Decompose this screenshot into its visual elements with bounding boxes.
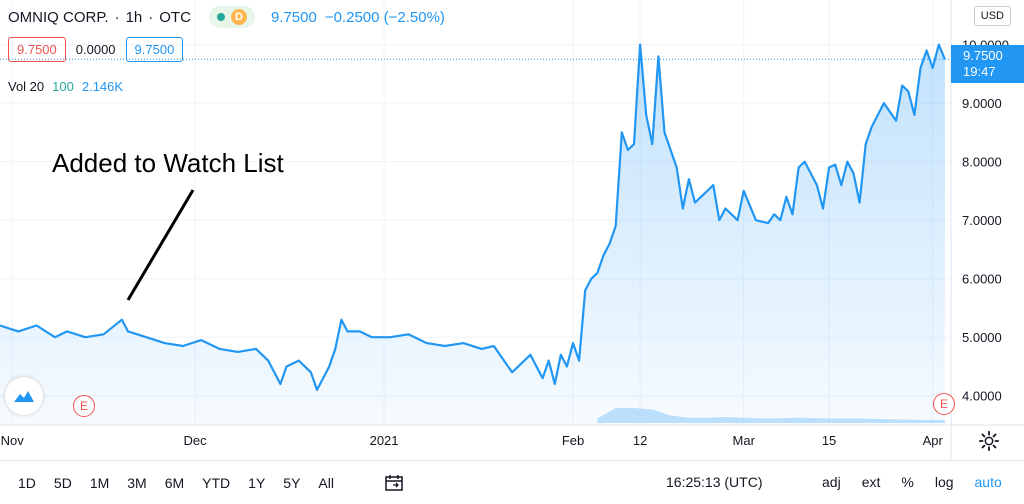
- volume-value-b: 2.146K: [82, 79, 123, 94]
- y-tick-label: 4.0000: [962, 389, 1002, 404]
- range-all-button[interactable]: All: [318, 475, 334, 491]
- x-tick-label: Mar: [733, 433, 756, 448]
- earnings-event-icon[interactable]: E: [73, 395, 95, 417]
- status-dot-icon: [217, 13, 225, 21]
- range-5y-button[interactable]: 5Y: [283, 475, 300, 491]
- x-tick-label: 15: [822, 433, 836, 448]
- bottom-toolbar: 1D 5D 1M 3M 6M YTD 1Y 5Y All 16:25:13 (U…: [0, 460, 1024, 504]
- buy-price-button[interactable]: 9.7500: [126, 37, 184, 62]
- volume-value-a: 100: [52, 79, 74, 94]
- cloud-glyph-icon: [12, 388, 36, 404]
- symbol-name[interactable]: OMNIQ CORP.: [8, 9, 109, 26]
- spread-value: 0.0000: [76, 42, 116, 57]
- x-tick-label: Nov: [1, 433, 25, 448]
- utc-clock[interactable]: 16:25:13 (UTC): [666, 474, 762, 490]
- delayed-badge: D: [231, 9, 247, 25]
- separator: ·: [115, 9, 120, 26]
- annotation-text[interactable]: Added to Watch List: [52, 148, 284, 179]
- date-range-icon[interactable]: [384, 474, 406, 492]
- range-5d-button[interactable]: 5D: [54, 475, 72, 491]
- y-tick-label: 9.0000: [962, 96, 1002, 111]
- price-tag-value: 9.7500: [963, 48, 1024, 64]
- chart-header: OMNIQ CORP. · 1h · OTC D 9.7500 −0.2500 …: [8, 6, 453, 28]
- sell-price-button[interactable]: 9.7500: [8, 37, 66, 62]
- x-tick-label: 2021: [370, 433, 399, 448]
- x-tick-label: Feb: [562, 433, 584, 448]
- y-tick-label: 6.0000: [962, 272, 1002, 287]
- auto-scale-toggle[interactable]: auto: [975, 474, 1002, 490]
- series-area: [0, 45, 945, 425]
- percent-scale-toggle[interactable]: %: [901, 474, 913, 490]
- last-price: 9.7500: [271, 9, 317, 26]
- y-tick-label: 8.0000: [962, 155, 1002, 170]
- price-change: −0.2500 (−2.50%): [325, 9, 445, 26]
- range-3m-button[interactable]: 3M: [127, 475, 146, 491]
- price-tag: 9.7500 19:47: [951, 45, 1024, 83]
- price-chart[interactable]: 4.00005.00006.00007.00008.00009.000010.0…: [0, 0, 1024, 460]
- market-status[interactable]: D: [209, 6, 255, 28]
- earnings-event-icon[interactable]: E: [933, 393, 955, 415]
- x-tick-label: Apr: [923, 433, 944, 448]
- log-scale-toggle[interactable]: log: [935, 474, 954, 490]
- scale-tools: adj ext % log auto: [822, 474, 1002, 490]
- x-tick-label: 12: [633, 433, 647, 448]
- price-tag-countdown: 19:47: [963, 64, 1024, 80]
- range-ytd-button[interactable]: YTD: [202, 475, 230, 491]
- adj-toggle[interactable]: adj: [822, 474, 841, 490]
- interval-label[interactable]: 1h: [126, 9, 143, 26]
- separator: ·: [148, 9, 153, 26]
- volume-legend[interactable]: Vol 20 100 2.146K: [8, 79, 123, 94]
- ext-toggle[interactable]: ext: [862, 474, 881, 490]
- currency-button[interactable]: USD: [974, 6, 1011, 26]
- y-tick-label: 7.0000: [962, 213, 1002, 228]
- x-tick-label: Dec: [184, 433, 208, 448]
- range-1y-button[interactable]: 1Y: [248, 475, 265, 491]
- annotation-arrow: [128, 190, 193, 300]
- range-1d-button[interactable]: 1D: [18, 475, 36, 491]
- y-tick-label: 5.0000: [962, 330, 1002, 345]
- settings-gear-icon[interactable]: [978, 430, 1000, 452]
- range-1m-button[interactable]: 1M: [90, 475, 109, 491]
- range-6m-button[interactable]: 6M: [165, 475, 184, 491]
- exchange-label: OTC: [159, 9, 191, 26]
- cloud-icon[interactable]: [5, 377, 43, 415]
- volume-label: Vol 20: [8, 79, 44, 94]
- quote-row: 9.7500 0.0000 9.7500: [8, 37, 183, 62]
